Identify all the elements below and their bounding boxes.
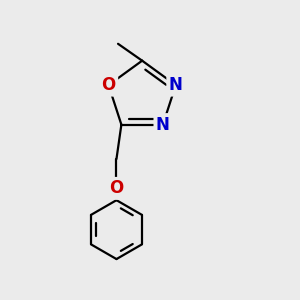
Text: N: N: [156, 116, 170, 134]
Text: N: N: [169, 76, 183, 94]
Text: O: O: [109, 179, 124, 197]
Text: O: O: [101, 76, 116, 94]
